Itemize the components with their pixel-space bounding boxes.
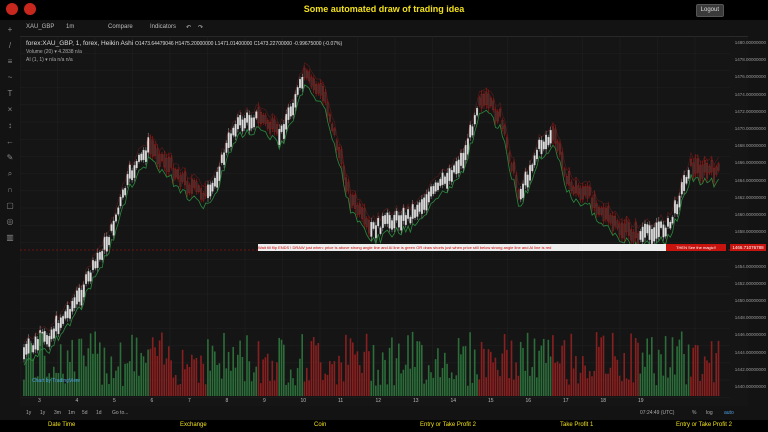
symbol-search[interactable]: XAU_GBP: [26, 24, 55, 30]
date-tick: 10: [300, 398, 307, 404]
chart-area[interactable]: XAU_GBP 1m Compare Indicators ↶ ↷ forex:…: [20, 20, 766, 420]
clock: 07:24:49 (UTC): [640, 410, 675, 416]
date-tick: 4: [75, 398, 79, 404]
price-tick: 1458.00000000: [734, 229, 766, 235]
date-tick: 16: [525, 398, 532, 404]
ruler-icon[interactable]: ✎: [6, 153, 14, 162]
date-tick: 17: [563, 398, 569, 404]
footer-coin: Coin: [314, 422, 327, 428]
price-tick: 1474.00000000: [734, 91, 766, 97]
date-tick: 7: [188, 398, 191, 404]
price-axis[interactable]: 1480.00000000 1478.00000000 1476.00000000 1…: [730, 36, 768, 414]
footer-entry-1: Entry or Take Profit 2: [420, 422, 476, 428]
price-tick: 1460.00000000: [734, 212, 766, 217]
zoom-icon[interactable]: ⌕: [7, 169, 13, 178]
home-icon[interactable]: [6, 3, 18, 15]
date-tick: 15: [488, 398, 494, 404]
trend-line-icon[interactable]: /: [8, 41, 12, 50]
page-title: Some automated draw of trading idea: [303, 4, 465, 14]
price-tick: 1454.00000000: [734, 263, 766, 269]
logout-button[interactable]: Logout: [695, 4, 724, 17]
date-tick: 6: [150, 398, 154, 404]
price-tick: 1480.00000000: [734, 40, 766, 45]
indicators-button[interactable]: Indicators: [150, 24, 177, 30]
interval-select[interactable]: 1m: [66, 24, 75, 30]
date-tick: 18: [600, 398, 607, 404]
price-tick: 1472.00000000: [734, 108, 766, 114]
magnet-icon[interactable]: ∩: [7, 185, 13, 194]
footer-date-time: Date Time: [48, 422, 76, 428]
compare-button[interactable]: Compare: [108, 24, 133, 30]
range-2[interactable]: 1y: [40, 410, 46, 416]
top-bar: Some automated draw of trading idea Logo…: [0, 0, 768, 20]
price-tick: 1448.00000000: [734, 315, 766, 321]
bottom-bar: 1y 1y 3m 1m 5d 1d Go to... 07:24:49 (UTC…: [20, 406, 748, 420]
chart-legend: forex:XAU_GBP, 1, forex, Heikin Ashi O14…: [26, 40, 342, 63]
footer: Date Time Exchange Coin Entry or Take Pr…: [0, 420, 768, 432]
legend-ai: AI (1, 1) ▾ n/a n/a n/a: [26, 57, 73, 63]
lock-icon[interactable]: ▢: [6, 201, 14, 210]
date-tick: 19: [638, 398, 644, 404]
price-tick: 1466.00000000: [734, 160, 766, 166]
crosshair-icon[interactable]: +: [7, 25, 13, 34]
footer-exchange: Exchange: [180, 422, 207, 428]
percent-toggle[interactable]: %: [692, 410, 697, 416]
eye-icon[interactable]: ◎: [6, 217, 14, 226]
goto-button[interactable]: Go to...: [112, 410, 129, 416]
range-6[interactable]: 1d: [96, 410, 102, 416]
drawing-toolbar: + / ≡ ~ T × ↕ ← ✎ ⌕ ∩ ▢ ◎ ▥: [0, 20, 21, 420]
log-toggle[interactable]: log: [706, 410, 713, 416]
date-tick: 8: [225, 398, 229, 404]
price-tick: 1440.00000000: [734, 384, 766, 389]
range-5[interactable]: 5d: [82, 410, 88, 416]
date-tick: 14: [450, 398, 457, 404]
pattern-icon[interactable]: ×: [7, 105, 13, 114]
date-tick: 13: [413, 398, 419, 404]
date-tick: 3: [38, 398, 41, 404]
arrow-icon[interactable]: ←: [6, 137, 14, 146]
range-1[interactable]: 1y: [26, 410, 32, 416]
fib-icon[interactable]: ≡: [7, 57, 13, 66]
price-tick: 1452.00000000: [734, 280, 766, 286]
price-tick: 1450.00000000: [734, 298, 766, 303]
auto-toggle[interactable]: auto: [724, 410, 734, 416]
price-tick: 1464.00000000: [734, 177, 766, 183]
price-tick: 1478.00000000: [734, 57, 766, 63]
legend-volume: Volume (20) ▾ 4.2838 n/a: [26, 49, 82, 55]
price-tick: 1470.00000000: [734, 126, 766, 131]
price-tick: 1444.00000000: [734, 349, 766, 355]
price-tick: 1462.00000000: [734, 194, 766, 200]
trash-icon[interactable]: ▥: [6, 233, 14, 242]
redo-icon[interactable]: ↷: [198, 25, 204, 31]
price-chart[interactable]: [20, 36, 730, 414]
range-3[interactable]: 3m: [54, 410, 61, 416]
legend-ohlc: O1473.64479046 H1475.20000000 L1471.0140…: [135, 41, 343, 47]
trading-idea-banner: Wait till flip ENDS ! DRAW just when: pr…: [258, 244, 666, 251]
chart-toolbar: XAU_GBP 1m Compare Indicators ↶ ↷: [20, 20, 748, 37]
legend-title: forex:XAU_GBP, 1, forex, Heikin Ashi: [26, 40, 134, 47]
brush-icon[interactable]: ~: [7, 73, 13, 82]
price-tick: 1468.00000000: [734, 143, 766, 149]
date-tick: 9: [263, 398, 266, 404]
menu-icon[interactable]: [24, 3, 36, 15]
trading-idea-banner-tag: THEN See the magic!!: [666, 244, 726, 251]
date-tick: 11: [338, 398, 344, 404]
price-tick: 1476.00000000: [734, 74, 766, 80]
date-axis[interactable]: 3 4 5 6 7 8 9 10 11 12 13 14 15 16 17 18 19: [20, 396, 730, 406]
range-4[interactable]: 1m: [68, 410, 75, 416]
price-tick: 1442.00000000: [734, 366, 766, 372]
footer-entry-2: Entry or Take Profit 2: [676, 422, 732, 428]
footer-tp1: Take Profit 1: [560, 422, 594, 428]
prediction-icon[interactable]: ↕: [8, 121, 12, 130]
text-icon[interactable]: T: [7, 89, 13, 98]
price-tick: 1446.00000000: [734, 332, 766, 338]
undo-icon[interactable]: ↶: [186, 25, 192, 31]
price-tag: 1466.71076788: [730, 244, 766, 251]
date-tick: 12: [375, 398, 382, 404]
watermark[interactable]: Chart by TradingView: [32, 378, 80, 384]
date-tick: 5: [113, 398, 116, 404]
